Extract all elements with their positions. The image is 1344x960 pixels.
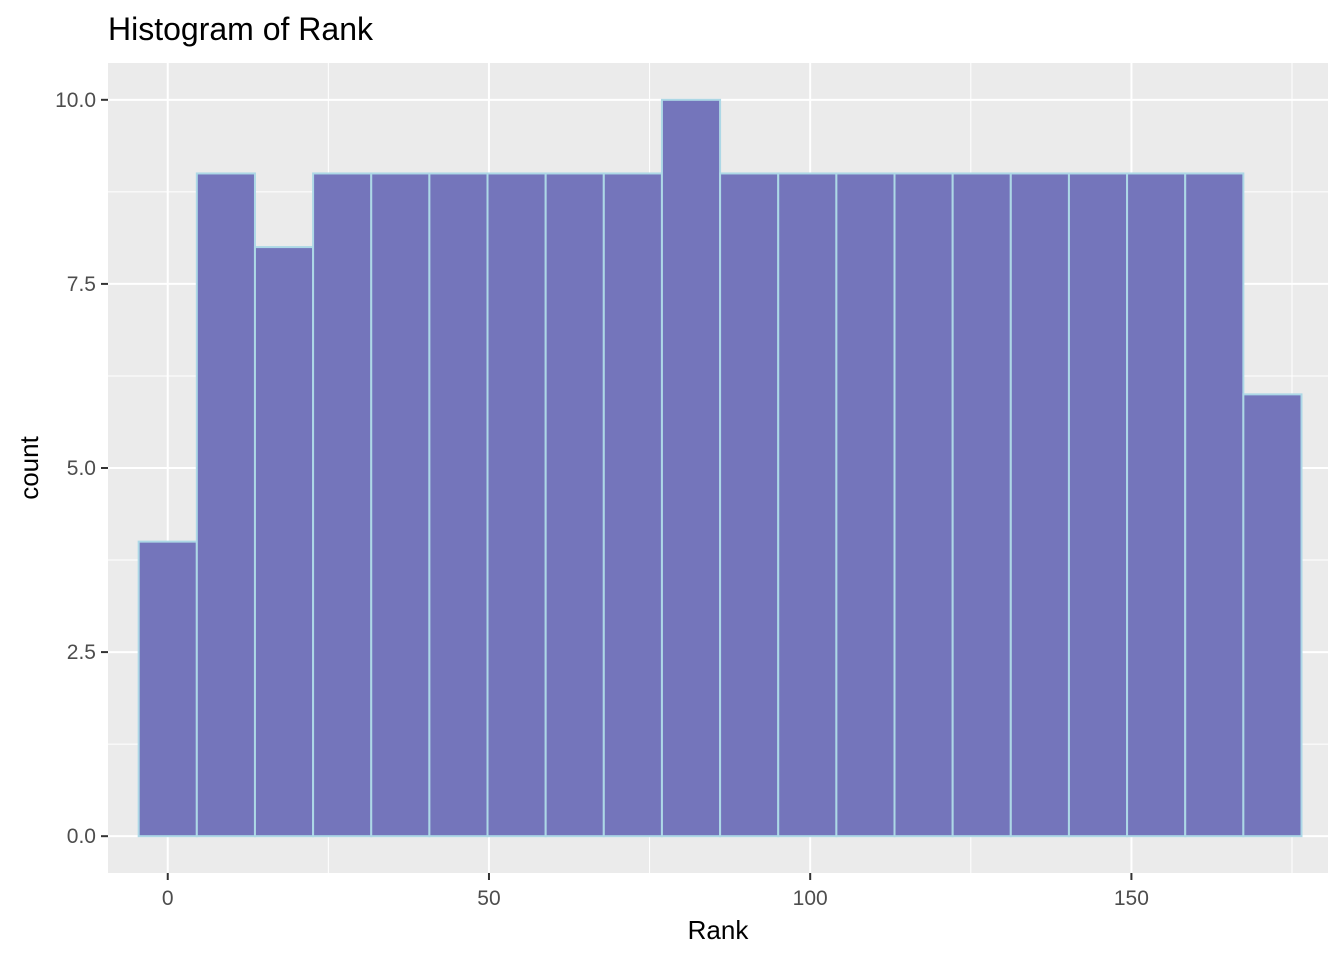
- histogram-bars: [137, 98, 1303, 838]
- x-axis-title: Rank: [688, 915, 750, 945]
- y-tick-label: 0.0: [67, 825, 96, 848]
- histogram-bar: [312, 172, 373, 838]
- chart-title: Histogram of Rank: [108, 11, 374, 47]
- histogram-bar: [893, 172, 954, 838]
- histogram-bar: [137, 540, 198, 838]
- histogram-bar: [719, 172, 780, 838]
- histogram-bar: [253, 246, 315, 838]
- histogram-bar: [602, 172, 663, 838]
- histogram-bar: [1067, 172, 1129, 838]
- x-tick-label: 150: [1114, 887, 1149, 910]
- histogram-bar: [195, 172, 256, 838]
- histogram-bar: [1242, 393, 1303, 838]
- y-axis-ticks: 0.0 2.5 5.0 7.5 10.0: [55, 89, 108, 848]
- histogram-bar: [544, 172, 605, 838]
- y-tick-label: 5.0: [67, 457, 96, 480]
- y-tick-label: 2.5: [67, 641, 96, 664]
- y-tick-label: 7.5: [67, 273, 96, 296]
- histogram-bar: [951, 172, 1012, 838]
- x-axis-ticks: 0 50 100 150: [162, 873, 1149, 910]
- histogram-bar: [1126, 172, 1187, 838]
- histogram-bar: [486, 172, 547, 838]
- y-tick-label: 10.0: [55, 89, 96, 112]
- histogram-bar: [835, 172, 896, 838]
- x-tick-label: 50: [477, 887, 500, 910]
- histogram-bar: [370, 172, 431, 838]
- histogram-bar: [660, 98, 722, 838]
- histogram-bar: [1009, 172, 1070, 838]
- x-tick-label: 0: [162, 887, 174, 910]
- histogram-bar: [428, 172, 489, 838]
- histogram-bar: [777, 172, 838, 838]
- histogram-bar: [1184, 172, 1245, 838]
- x-tick-label: 100: [793, 887, 828, 910]
- y-axis-title: count: [14, 435, 44, 499]
